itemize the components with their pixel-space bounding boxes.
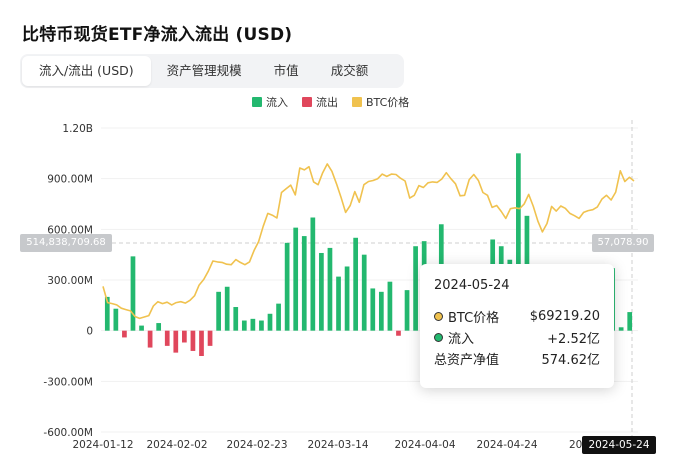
inflow-bar (216, 291, 221, 331)
inflow-bar (139, 325, 144, 331)
inflow-dot-icon (434, 332, 443, 342)
y-tick-label: 300.00M (47, 275, 93, 287)
inflow-bar (404, 290, 410, 331)
tab-aum[interactable]: 资产管理规模 (166, 63, 242, 78)
tooltip-nav-label: 总资产净值 (434, 352, 500, 368)
inflow-bar (293, 227, 299, 331)
legend-label-inflow: 流入 (266, 96, 288, 109)
x-tick-label: 2024-02-02 (146, 439, 207, 451)
legend-label-btc-price: BTC价格 (366, 96, 410, 109)
tooltip-date: 2024-05-24 (434, 278, 510, 293)
outflow-bar (182, 330, 187, 343)
legend-swatch-btc-price (352, 97, 362, 107)
inflow-bar (310, 217, 316, 331)
outflow-bar (396, 330, 401, 336)
x-tick-label: 2024-04-24 (476, 439, 537, 451)
y-tick-label: 600.00M (47, 224, 93, 236)
tooltip-row-inflow: 流入 +2.52亿 (434, 328, 600, 347)
inflow-bar (104, 296, 110, 331)
y-tick-label: 0 (86, 326, 93, 338)
btc-price-line (102, 163, 635, 320)
inflow-bar (267, 313, 273, 331)
inflow-bar (233, 307, 239, 331)
x-tick-label: 2024-03-14 (307, 439, 368, 451)
inflow-bar (413, 246, 418, 331)
tooltip-row-price: BTC价格 $69219.20 (434, 307, 600, 326)
inflow-bar (130, 256, 136, 331)
tooltip-nav-value: 574.62亿 (541, 352, 601, 368)
inflow-bar (259, 320, 264, 331)
inflow-bar (113, 308, 119, 331)
inflow-bar (516, 153, 521, 331)
price-dot-icon (434, 311, 443, 321)
x-tick-label: 2024-01-12 (72, 439, 133, 451)
outflow-bar (147, 330, 153, 348)
inflow-bar (156, 323, 162, 331)
inflow-bar (618, 327, 624, 331)
inflow-bar (361, 254, 367, 331)
legend-item-inflow[interactable]: 流入 (252, 94, 288, 110)
legend-swatch-inflow (252, 97, 262, 107)
tooltip-inflow-value: +2.52亿 (547, 331, 600, 347)
outflow-bar (199, 330, 204, 356)
inflow-bar (241, 320, 247, 331)
inflow-bar (301, 236, 307, 331)
inflow-bar (387, 281, 393, 331)
legend-label-outflow: 流出 (316, 96, 338, 109)
outflow-bar (207, 330, 213, 346)
tab-market-cap[interactable]: 市值 (273, 63, 299, 78)
inflow-bar (627, 312, 633, 331)
tooltip-inflow-label: 流入 (448, 331, 475, 347)
legend-item-outflow[interactable]: 流出 (302, 94, 338, 110)
inflow-bar (224, 286, 230, 331)
outflow-bar (173, 330, 179, 353)
y-tick-label: 900.00M (47, 174, 93, 186)
inflow-bar (276, 303, 281, 331)
tab-flows[interactable]: 流入/流出 (USD) (22, 56, 151, 86)
inflow-bar (344, 266, 350, 331)
inflow-bar (250, 318, 256, 331)
tooltip-row-nav: 总资产净值 574.62亿 (434, 349, 601, 368)
inflow-bar (370, 288, 376, 331)
tab-volume[interactable]: 成交额 (330, 63, 369, 78)
crosshair-price-tag: 57,078.90 (592, 234, 654, 252)
inflow-bar (327, 247, 333, 331)
legend-swatch-outflow (302, 97, 312, 107)
inflow-bar (378, 291, 384, 331)
crosshair-date-tag: 2024-05-24 (582, 436, 656, 454)
inflow-bar (336, 276, 341, 331)
inflow-bar (353, 237, 359, 331)
inflow-bar (284, 242, 290, 331)
tooltip-price-label: BTC价格 (448, 310, 500, 326)
y-tick-label: -600.00M (43, 427, 93, 439)
y-tick-label: 1.20B (62, 123, 93, 135)
chart-legend: 流入 流出 BTC价格 (252, 94, 409, 110)
x-tick-label: 2024-02-23 (226, 439, 287, 451)
crosshair-y-value-tag: 514,838,709.68 (20, 234, 112, 252)
tab-bar: 流入/流出 (USD) 资产管理规模 市值 成交额 (20, 54, 404, 88)
y-tick-label: -300.00M (43, 376, 93, 388)
page-title: 比特币现货ETF净流入流出 (USD) (22, 25, 293, 45)
inflow-bar (319, 252, 324, 331)
legend-item-btc-price[interactable]: BTC价格 (352, 94, 409, 110)
outflow-bar (164, 330, 170, 346)
chart-tooltip: 2024-05-24 BTC价格 $69219.20 流入 +2.52亿 总资产… (420, 264, 614, 388)
x-tick-label: 2024-04-04 (394, 439, 455, 451)
tooltip-price-value: $69219.20 (529, 308, 600, 324)
outflow-bar (190, 330, 196, 351)
outflow-bar (122, 330, 127, 338)
